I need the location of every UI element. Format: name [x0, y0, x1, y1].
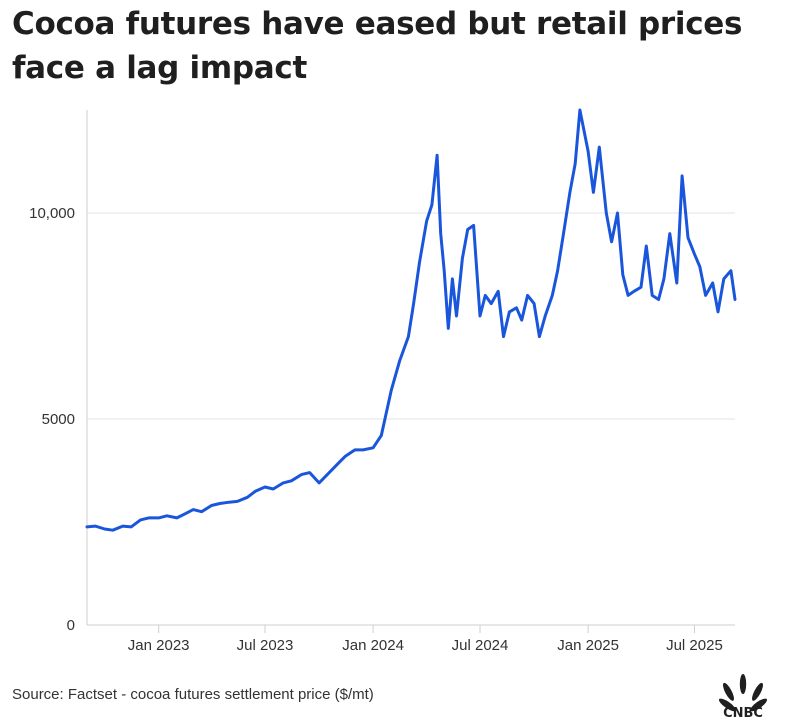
cnbc-peacock-logo: CNBC — [718, 674, 768, 720]
x-tick-label: Jul 2024 — [452, 637, 509, 654]
logo-text: CNBC — [723, 706, 763, 720]
y-tick-labels: 0 5000 10,000 — [29, 205, 75, 634]
y-tick-label: 10,000 — [29, 205, 75, 222]
x-tick-label: Jul 2023 — [237, 637, 294, 654]
y-tick-label: 5000 — [42, 411, 75, 428]
x-tick-label: Jan 2025 — [557, 637, 619, 654]
chart-title: Cocoa futures have eased but retail pric… — [12, 6, 743, 86]
peacock-icon — [718, 674, 768, 712]
source-note: Source: Factset - cocoa futures settleme… — [12, 686, 374, 703]
x-tick-label: Jan 2023 — [128, 637, 190, 654]
x-ticks: Jan 2023 Jul 2023 Jan 2024 Jul 2024 Jan 2025… — [128, 625, 723, 654]
x-tick-label: Jul 2025 — [666, 637, 723, 654]
series-line-cocoa-futures — [85, 108, 737, 532]
y-tick-label: 0 — [67, 617, 75, 634]
gridlines — [87, 212, 735, 626]
x-tick-label: Jan 2024 — [342, 637, 404, 654]
